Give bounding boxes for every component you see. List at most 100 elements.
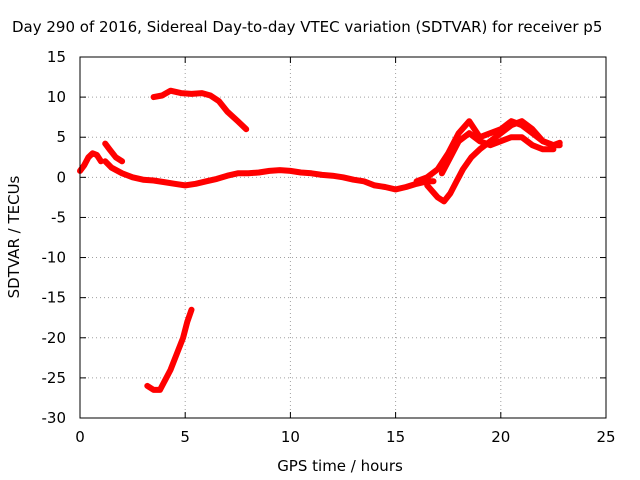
x-tick-label: 0 (75, 428, 85, 446)
data-point (456, 130, 462, 136)
x-tick-label: 25 (596, 428, 615, 446)
data-point (207, 93, 213, 98)
data-point (460, 166, 466, 172)
data-point (159, 93, 165, 98)
data-point (435, 166, 441, 172)
data-point (308, 170, 314, 176)
chart-title: Day 290 of 2016, Sidereal Day-to-day VTE… (12, 18, 602, 36)
data-point (151, 178, 157, 183)
x-tick-label: 15 (386, 428, 405, 446)
data-point (403, 184, 409, 190)
data-point (224, 109, 230, 115)
data-point (447, 154, 453, 160)
data-point (330, 173, 335, 179)
data-point (498, 126, 504, 132)
y-tick-label: -5 (51, 208, 66, 226)
series-arc-high (150, 87, 250, 133)
data-point (557, 140, 563, 146)
data-point (243, 126, 249, 132)
y-tick-label: 0 (56, 168, 66, 186)
data-point (454, 178, 460, 184)
data-point (466, 118, 472, 124)
y-tick-label: -10 (42, 249, 67, 267)
data-point (519, 122, 525, 128)
data-point (109, 165, 115, 171)
data-point (235, 170, 241, 176)
data-point (435, 194, 441, 200)
data-point (151, 94, 157, 100)
data-point (85, 154, 91, 160)
data-point (174, 351, 180, 357)
data-point (540, 138, 546, 144)
data-point (119, 170, 125, 176)
data-point (157, 387, 163, 393)
data-point (468, 154, 474, 160)
y-tick-label: 10 (47, 88, 66, 106)
x-tick-label: 10 (281, 428, 300, 446)
data-point (130, 174, 136, 180)
data-point (477, 146, 483, 152)
grid (80, 57, 606, 418)
data-point (550, 146, 556, 152)
x-tick-label: 5 (180, 428, 190, 446)
data-point (277, 167, 283, 173)
data-point (113, 154, 119, 160)
y-tick-label: -20 (42, 329, 67, 347)
data-point (477, 138, 483, 144)
data-point (94, 152, 100, 158)
data-point (102, 141, 108, 147)
y-tick-label: 5 (56, 128, 66, 146)
data-point (193, 181, 199, 187)
data-point (140, 177, 146, 183)
data-point (168, 367, 173, 373)
data-point (256, 170, 262, 175)
data-point (439, 170, 445, 176)
y-tick-label: -25 (42, 369, 67, 387)
data-point (298, 170, 304, 175)
data-point (424, 182, 430, 188)
data-point (266, 168, 272, 174)
data-point (107, 146, 112, 152)
y-tick-label: -15 (42, 289, 67, 307)
data-point (466, 130, 472, 136)
data-point (393, 186, 399, 192)
data-point (102, 158, 108, 164)
data-point (382, 184, 388, 190)
data-point (319, 172, 325, 178)
data-point (161, 379, 167, 385)
data-series (77, 87, 563, 393)
x-axis-label: GPS time / hours (277, 457, 403, 475)
data-point (224, 173, 230, 179)
data-point (151, 387, 157, 393)
data-point (372, 182, 378, 188)
data-point (203, 178, 209, 184)
data-point (119, 158, 125, 164)
data-point (182, 182, 188, 188)
data-point (180, 335, 186, 341)
data-point (189, 307, 194, 313)
data-point (216, 98, 222, 104)
data-point (178, 90, 184, 96)
data-point (184, 319, 190, 325)
data-point (161, 179, 167, 185)
series-arc-early (102, 140, 126, 165)
data-point (498, 138, 504, 144)
data-point (168, 88, 173, 94)
data-point (214, 176, 220, 182)
series-arc-late-b (413, 118, 563, 185)
data-point (98, 158, 104, 164)
data-point (199, 90, 205, 96)
data-point (235, 118, 241, 124)
data-point (441, 198, 447, 204)
data-point (447, 190, 453, 196)
data-point (456, 138, 462, 144)
y-axis-label: SDTVAR / TECUs (5, 175, 23, 298)
data-point (340, 174, 346, 180)
data-point (519, 134, 525, 140)
data-point (508, 134, 514, 140)
y-tick-label: 15 (47, 48, 66, 66)
plot-frame (79, 56, 607, 419)
axis-ticks: 0 5 10 15 20 25 -30 -25 -20 -15 -10 -5 0 5 10 15 (42, 48, 616, 446)
data-point (529, 142, 535, 148)
